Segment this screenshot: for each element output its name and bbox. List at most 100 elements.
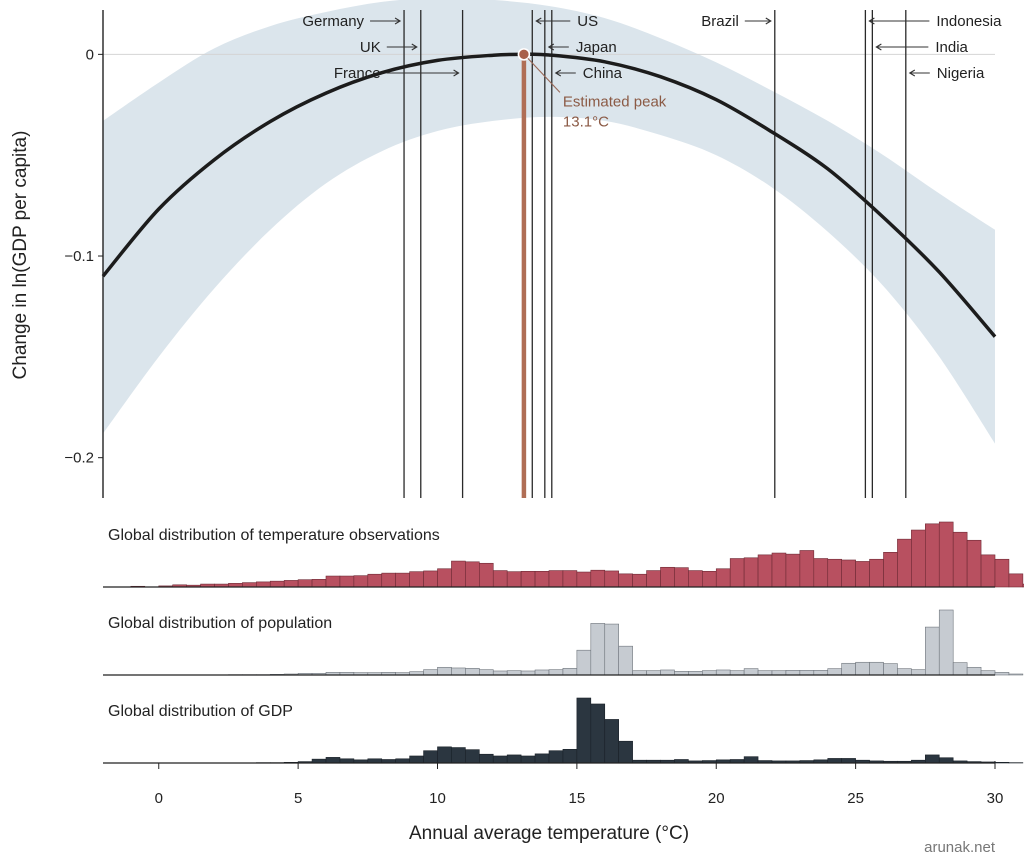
country-label: UK <box>360 39 381 56</box>
histogram-bar <box>702 670 717 676</box>
histogram-bar <box>813 558 829 588</box>
histogram-bar <box>841 662 856 676</box>
histogram-bar <box>827 668 842 676</box>
country-label: Germany <box>302 13 364 30</box>
peak-value-label: 13.1°C <box>563 113 609 130</box>
histogram-bar <box>702 570 717 588</box>
peak-marker <box>517 48 531 61</box>
country-arrow <box>875 43 929 51</box>
histogram-bar <box>715 669 731 676</box>
histogram-bar <box>785 670 801 676</box>
histogram-bar <box>534 570 550 588</box>
x-axis-title: Annual average temperature (°C) <box>409 823 689 844</box>
histogram-bar <box>353 575 369 588</box>
histogram-bar <box>339 575 355 588</box>
histogram-bar <box>590 703 606 764</box>
country-arrow <box>386 43 418 51</box>
country-label: Brazil <box>701 13 739 30</box>
x-tick-label: 0 <box>155 790 163 807</box>
histogram-bar <box>297 579 313 588</box>
histogram-bar <box>465 749 480 764</box>
histogram-bar <box>646 670 661 676</box>
histogram-bar <box>548 750 564 764</box>
axes-layer: 0 −0.1 −0.2 0 5 10 15 20 25 30 <box>64 10 1003 807</box>
x-tick-label: 10 <box>429 790 446 807</box>
histogram-bar <box>548 669 564 676</box>
histogram-bar <box>562 667 578 676</box>
histogram-bar <box>492 570 508 588</box>
histogram-bar <box>980 670 996 676</box>
histogram-bar <box>269 580 285 588</box>
histogram-bar <box>506 571 522 588</box>
country-arrow <box>744 17 772 25</box>
country-label: France <box>334 65 381 82</box>
histogram-title: Global distribution of GDP <box>108 703 293 720</box>
histogram-bar <box>562 748 578 764</box>
histogram-bar <box>646 570 661 588</box>
histogram-bar <box>827 558 842 588</box>
histogram-bar <box>785 553 801 588</box>
histogram-bar <box>256 581 271 588</box>
country-annotation: US <box>535 13 598 30</box>
y-tick-label: −0.2 <box>64 450 94 467</box>
x-tick-label: 20 <box>708 790 725 807</box>
histogram-bar <box>813 670 829 676</box>
country-arrow <box>386 69 460 77</box>
histogram-title: Global distribution of temperature obser… <box>108 527 440 544</box>
y-axis-title: Change in ln(GDP per capita) <box>10 131 31 380</box>
histogram-bar <box>604 570 619 588</box>
country-arrow <box>547 43 569 51</box>
country-annotation: Germany <box>302 13 402 30</box>
histogram-bar <box>799 670 815 676</box>
histogram-bar <box>729 670 745 676</box>
histogram-bar <box>437 746 452 764</box>
country-arrow <box>554 69 576 77</box>
histogram-bar <box>632 670 647 676</box>
histogram-bar <box>409 571 424 588</box>
histogram-bar <box>437 666 452 676</box>
histogram-bar <box>994 558 1010 588</box>
histogram-bar <box>479 669 494 676</box>
histogram-bar <box>1022 583 1024 588</box>
histogram-bar <box>827 758 842 764</box>
histogram-bar <box>325 757 341 764</box>
response-curve <box>101 52 997 338</box>
histogram-bar <box>576 697 592 764</box>
histogram-bar <box>479 753 494 764</box>
country-label: Indonesia <box>936 13 1002 30</box>
histogram-bar <box>367 573 383 588</box>
histogram-bar <box>451 560 466 588</box>
histogram-bar <box>618 740 633 764</box>
histogram-bar <box>660 669 675 676</box>
histogram-bar <box>520 570 536 588</box>
histogram-bar <box>938 521 954 588</box>
histogram-bar <box>966 539 982 588</box>
histogram-title: Global distribution of population <box>108 615 332 632</box>
histogram-bar <box>729 558 745 588</box>
histogram-bar <box>715 568 731 588</box>
histogram-bar <box>604 623 619 676</box>
country-labels-layer: Germany UK France US Japan China Brazil Indones… <box>302 13 1002 82</box>
histogram-bar <box>743 668 759 676</box>
histograms-layer: Global distribution of temperature obser… <box>103 521 1024 764</box>
histogram-bar <box>883 663 898 676</box>
histogram-bar <box>325 575 341 588</box>
histogram-bar <box>938 757 954 764</box>
histogram-bar <box>562 570 578 588</box>
histogram-bar <box>841 559 856 588</box>
histogram-bar <box>980 554 996 588</box>
histogram-bar <box>506 754 522 764</box>
histogram-bar <box>952 531 968 588</box>
histogram-bar <box>465 561 480 588</box>
histogram-bar <box>771 552 787 588</box>
country-arrow <box>908 69 930 77</box>
confidence-band-layer <box>103 0 995 444</box>
histogram-bar <box>938 609 954 676</box>
histogram-bar <box>395 572 410 588</box>
histogram-bar <box>897 668 912 676</box>
histogram-bar <box>423 570 438 588</box>
histogram-bar <box>479 562 494 588</box>
histogram-bar <box>437 568 452 588</box>
histogram-bar <box>757 670 773 676</box>
